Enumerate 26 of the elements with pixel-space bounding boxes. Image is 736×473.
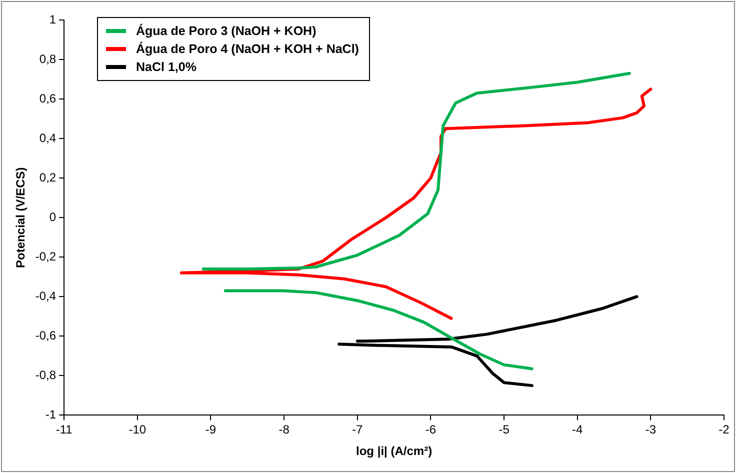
legend-label: Água de Poro 4 (NaOH + KOH + NaCl) [136, 42, 359, 56]
x-tick-label: -11 [56, 422, 73, 437]
y-tick-label: -0,6 [35, 328, 56, 342]
legend-label: NaCl 1,0% [136, 60, 196, 74]
y-tick-label: 0 [49, 210, 56, 224]
x-tick-label: -10 [128, 422, 146, 437]
y-axis-title: Potencial (V/ECS) [14, 167, 28, 268]
y-tick-label: 0,8 [39, 52, 56, 66]
x-tick-label: -3 [645, 422, 656, 437]
x-tick-label: -2 [718, 422, 730, 437]
x-tick-label: -7 [352, 422, 364, 437]
x-axis-title: log |i| (A/cm²) [356, 444, 432, 458]
y-tick-label: -0,2 [35, 249, 56, 264]
x-tick-label: -5 [498, 422, 510, 437]
y-tick-label: -1 [45, 408, 56, 422]
y-tick-label: 0,4 [39, 130, 56, 145]
y-tick-label: -0,4 [35, 288, 56, 303]
x-tick-label: -8 [278, 422, 290, 437]
y-tick-label: -0,8 [35, 368, 56, 382]
y-tick-label: 1 [49, 12, 56, 26]
x-tick-label: -9 [205, 422, 216, 437]
x-tick-label: -4 [572, 422, 584, 437]
y-tick-label: 0,2 [39, 170, 56, 184]
y-tick-label: 0,6 [39, 91, 56, 106]
legend-label: Água de Poro 3 (NaOH + KOH) [136, 24, 316, 38]
x-tick-label: -6 [425, 422, 436, 437]
